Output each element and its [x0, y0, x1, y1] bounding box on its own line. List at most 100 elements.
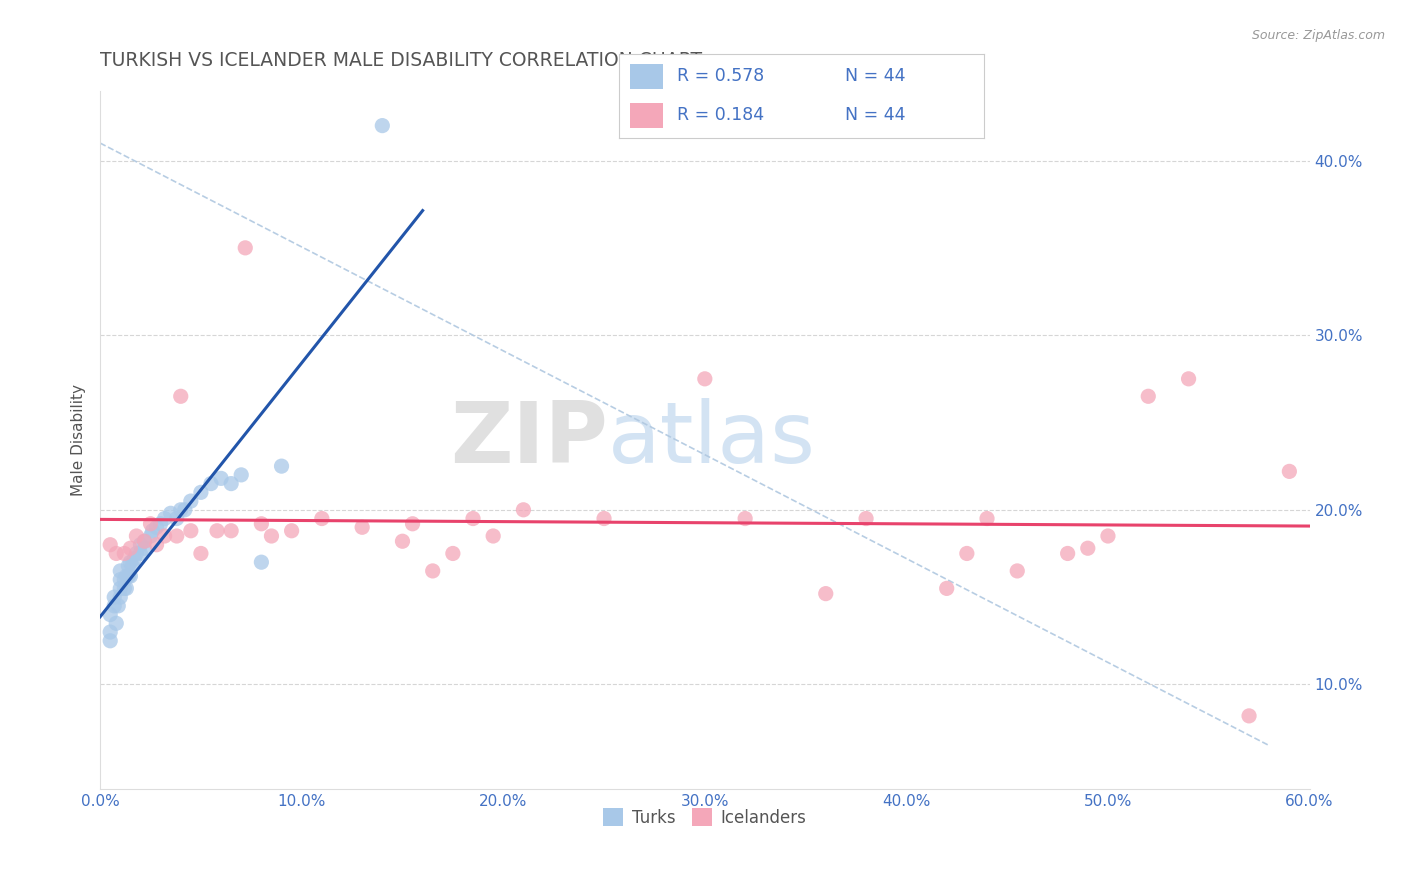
Point [219, 476, 242, 491]
Point [98, 538, 121, 552]
Point [441, 546, 464, 560]
Point [145, 538, 167, 552]
FancyBboxPatch shape [630, 103, 662, 128]
Point [1278, 464, 1301, 478]
Point [280, 524, 302, 538]
Point [1097, 529, 1119, 543]
Point [105, 616, 128, 631]
Point [124, 551, 146, 566]
Point [103, 599, 125, 613]
Point [134, 534, 156, 549]
Point [180, 494, 202, 508]
Point [734, 511, 756, 525]
Point [145, 520, 167, 534]
Point [98, 607, 121, 622]
Point [120, 555, 142, 569]
Point [209, 471, 232, 485]
Text: R = 0.184: R = 0.184 [678, 106, 765, 124]
Point [482, 529, 505, 543]
Point [115, 569, 138, 583]
Point [139, 529, 162, 543]
Point [593, 511, 616, 525]
Point [110, 590, 132, 604]
FancyBboxPatch shape [630, 63, 662, 89]
Point [311, 511, 333, 525]
Text: N = 44: N = 44 [845, 106, 905, 124]
Point [117, 569, 139, 583]
Text: Source: ZipAtlas.com: Source: ZipAtlas.com [1251, 29, 1385, 42]
Point [134, 534, 156, 549]
Point [1137, 389, 1160, 403]
Point [120, 541, 142, 556]
Point [976, 511, 998, 525]
Point [401, 516, 423, 531]
Point [153, 511, 176, 525]
Point [219, 524, 242, 538]
Text: ZIP: ZIP [450, 399, 607, 482]
Point [153, 529, 176, 543]
Point [112, 546, 135, 560]
Text: R = 0.578: R = 0.578 [678, 68, 765, 86]
Point [461, 511, 484, 525]
Point [117, 558, 139, 573]
Point [134, 541, 156, 556]
Point [141, 524, 163, 538]
Point [250, 555, 273, 569]
Text: atlas: atlas [607, 399, 815, 482]
Point [956, 546, 979, 560]
Point [125, 529, 148, 543]
Point [855, 511, 877, 525]
Point [1007, 564, 1029, 578]
Point [129, 538, 152, 552]
Point [98, 633, 121, 648]
Point [166, 511, 188, 525]
Point [139, 516, 162, 531]
Point [1077, 541, 1099, 556]
Point [159, 506, 181, 520]
Point [170, 503, 193, 517]
Point [110, 582, 132, 596]
Point [935, 582, 957, 596]
Point [190, 485, 212, 500]
Point [120, 569, 142, 583]
Text: N = 44: N = 44 [845, 68, 905, 86]
Point [115, 582, 138, 596]
Point [125, 546, 148, 560]
Point [98, 625, 121, 640]
Point [270, 459, 292, 474]
Point [512, 503, 534, 517]
Point [1237, 709, 1260, 723]
Point [1177, 372, 1199, 386]
Point [260, 529, 283, 543]
Point [166, 529, 188, 543]
Point [170, 389, 193, 403]
Point [371, 119, 394, 133]
Point [205, 524, 228, 538]
Point [200, 476, 222, 491]
Point [693, 372, 716, 386]
Point [1056, 546, 1078, 560]
Legend: Turks, Icelanders: Turks, Icelanders [596, 802, 813, 833]
Point [422, 564, 444, 578]
Point [391, 534, 413, 549]
Point [112, 582, 135, 596]
Point [173, 503, 195, 517]
Point [149, 516, 172, 531]
Point [231, 467, 253, 482]
Point [103, 590, 125, 604]
Point [180, 524, 202, 538]
Point [250, 516, 273, 531]
Point [814, 587, 837, 601]
Point [190, 546, 212, 560]
Point [233, 241, 256, 255]
Y-axis label: Male Disability: Male Disability [72, 384, 86, 496]
Point [112, 573, 135, 587]
Point [110, 573, 132, 587]
Point [129, 546, 152, 560]
Text: TURKISH VS ICELANDER MALE DISABILITY CORRELATION CHART: TURKISH VS ICELANDER MALE DISABILITY COR… [100, 51, 702, 70]
Point [352, 520, 374, 534]
Point [107, 599, 129, 613]
Point [121, 558, 143, 573]
Point [110, 564, 132, 578]
Point [105, 546, 128, 560]
